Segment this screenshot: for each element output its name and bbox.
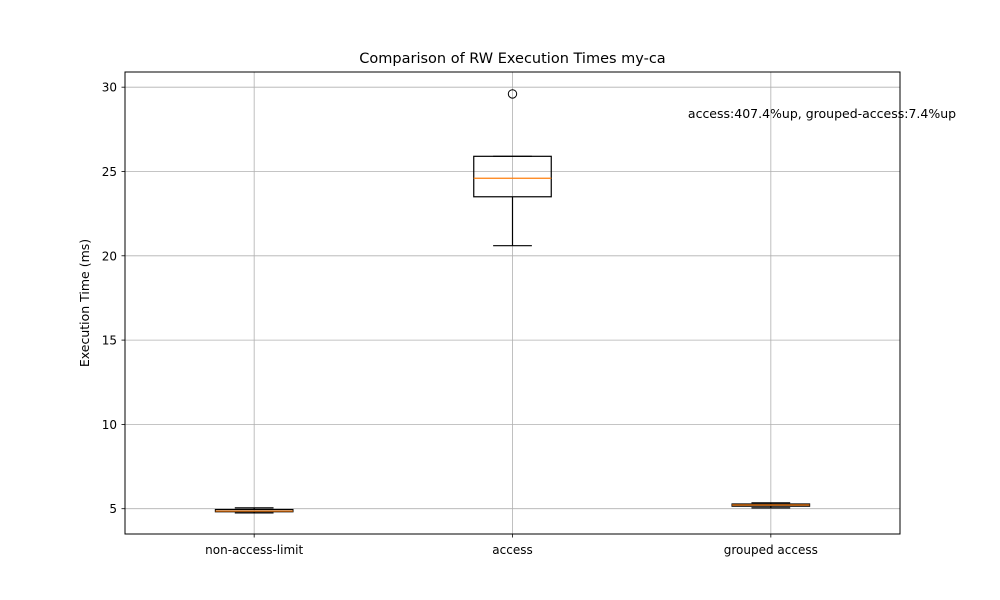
x-tick-label: grouped access xyxy=(724,543,818,557)
box-group-access xyxy=(473,89,552,247)
outlier-point xyxy=(507,89,518,99)
grid xyxy=(125,72,900,534)
y-axis-label: Execution Time (ms) xyxy=(77,239,92,367)
x-tick-label: non-access-limit xyxy=(205,543,303,557)
y-tick-label: 20 xyxy=(102,249,117,263)
chart-title: Comparison of RW Execution Times my-ca xyxy=(359,51,665,67)
y-tick-label: 15 xyxy=(102,334,117,348)
y-tick-label: 5 xyxy=(109,502,117,516)
chart-annotation: access:407.4%up, grouped-access:7.4%up xyxy=(688,106,956,121)
boxes xyxy=(214,89,811,514)
box-body xyxy=(473,155,552,198)
y-tick-label: 25 xyxy=(102,165,117,179)
box-group-non-access-limit xyxy=(214,507,294,514)
y-tick-label: 30 xyxy=(102,81,117,95)
ticks: 5 10 15 20 25 30 non-access-limit access grouped… xyxy=(102,81,818,557)
box-group-grouped-access xyxy=(731,502,811,509)
x-tick-label: access xyxy=(492,543,532,557)
y-tick-label: 10 xyxy=(102,418,117,432)
